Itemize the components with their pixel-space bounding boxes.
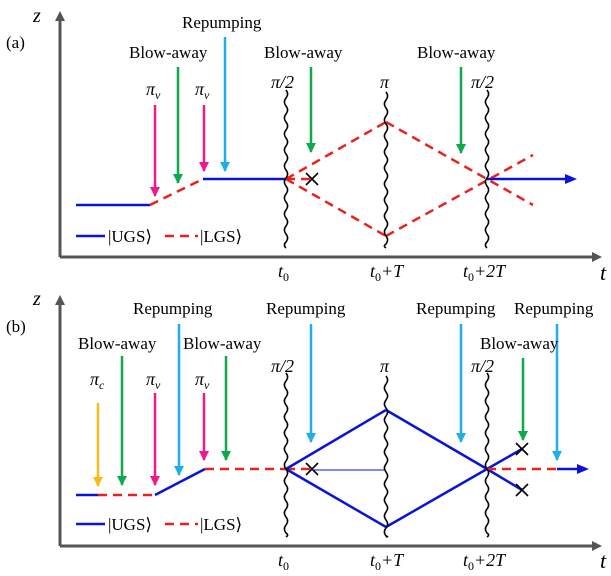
repumping-label-1-a: Repumping [182, 13, 262, 32]
cross-mark-b-3 [515, 483, 529, 497]
legend-lgs-label-b: |LGS⟩ [200, 515, 242, 534]
ugs-upper-arm-1-b [285, 408, 387, 471]
pi-v-label-2-a: πv [195, 79, 210, 102]
t-axis-label-b: t [600, 548, 607, 573]
repumping-label-1-b: Repumping [133, 299, 213, 318]
pulse-pi-half-2-a [484, 89, 490, 249]
blow-away-label-3-a: Blow-away [417, 43, 496, 62]
repumping-label-4-b: Repumping [514, 299, 594, 318]
t0-plus-T-label-b: t0+T [370, 550, 405, 573]
ugs-kick-b [154, 467, 206, 497]
pulse-pi-a [383, 91, 389, 249]
pulse-pi-b [383, 375, 389, 538]
lgs-trajectory-kick-a [149, 177, 204, 207]
blow-away-label-2-a: Blow-away [264, 43, 343, 62]
ugs-exit-up-b [486, 447, 523, 471]
lgs-lower-arm-2-a [385, 153, 534, 238]
ugs-lower-arm-1-b [285, 467, 387, 529]
t0-plus-2T-label-b: t0+2T [463, 550, 507, 573]
panel-b: z t (b) Repump [6, 288, 607, 573]
pi-c-label-b: πc [90, 369, 105, 392]
pi-label-b: π [380, 356, 390, 376]
blow-away-label-1-b: Blow-away [78, 334, 157, 353]
panel-a: z t (a) Repumping Blow-away Blow-away Bl… [6, 5, 607, 285]
ugs-exit-down-b [486, 467, 523, 492]
cross-mark-b-1 [305, 462, 319, 476]
lgs-upper-arm-1-a [285, 120, 387, 181]
pi-label-a: π [380, 72, 390, 92]
pi-v-label-2-b: πv [195, 369, 210, 392]
ugs-lower-arm-2-b [385, 467, 488, 529]
pi-v-label-1-b: πv [146, 369, 161, 392]
blow-away-label-2-b: Blow-away [183, 334, 262, 353]
panel-label-a: (a) [6, 33, 25, 52]
pi-half-label-1-b: π/2 [271, 356, 294, 376]
repumping-label-2-b: Repumping [266, 299, 346, 318]
lgs-lower-arm-1-a [285, 177, 387, 238]
repumping-label-3-b: Repumping [416, 299, 496, 318]
pulse-pi-half-1-a [283, 89, 289, 249]
pulse-pi-half-1-b [283, 372, 289, 538]
t0-label-a: t0 [278, 261, 289, 284]
z-axis-label-b: z [32, 288, 41, 310]
panel-label-b: (b) [6, 317, 26, 336]
cross-mark-b-2 [515, 442, 529, 456]
pi-v-label-1-a: πv [146, 79, 161, 102]
pulse-pi-half-2-b [484, 372, 490, 538]
t-axis-label-a: t [600, 260, 607, 285]
t0-plus-T-label-a: t0+T [370, 261, 405, 284]
blow-away-label-1-a: Blow-away [129, 43, 208, 62]
pi-half-label-2-a: π/2 [471, 72, 494, 92]
t0-label-b: t0 [278, 550, 289, 573]
ugs-upper-arm-2-b [385, 408, 488, 471]
t0-plus-2T-label-a: t0+2T [463, 261, 507, 284]
cross-mark-a [305, 172, 319, 186]
legend-lgs-label-a: |LGS⟩ [200, 227, 242, 246]
legend-ugs-label-a: |UGS⟩ [108, 227, 152, 246]
legend-ugs-label-b: |UGS⟩ [108, 515, 152, 534]
blow-away-label-3-b: Blow-away [480, 334, 559, 353]
lgs-upper-arm-2-a [385, 120, 534, 207]
z-axis-label-a: z [32, 5, 41, 27]
pi-half-label-2-b: π/2 [471, 356, 494, 376]
pi-half-label-1-a: π/2 [271, 72, 294, 92]
